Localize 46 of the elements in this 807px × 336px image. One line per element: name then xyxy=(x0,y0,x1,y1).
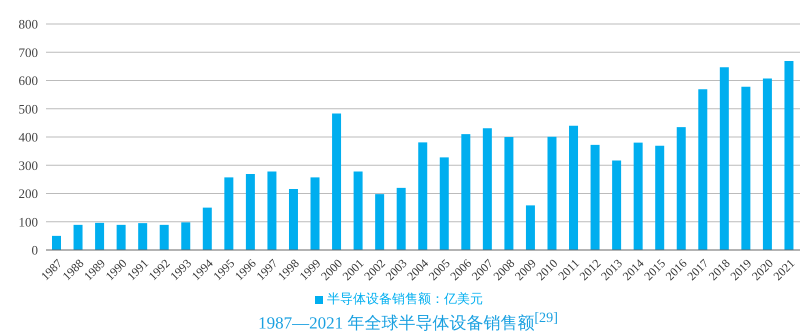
bar xyxy=(526,205,535,250)
bar xyxy=(676,127,686,250)
y-tick-label: 300 xyxy=(18,158,38,173)
bar xyxy=(698,89,708,250)
y-tick-label: 200 xyxy=(18,186,38,202)
bar xyxy=(246,174,255,250)
bar xyxy=(655,146,664,250)
y-tick-label: 0 xyxy=(32,242,38,258)
bar xyxy=(762,78,772,250)
bar xyxy=(547,136,556,250)
bar xyxy=(720,67,729,250)
bar xyxy=(267,171,276,250)
bar xyxy=(224,177,234,250)
bar xyxy=(160,224,169,250)
y-tick-label: 600 xyxy=(18,73,38,88)
bar xyxy=(116,224,126,250)
bar xyxy=(181,222,190,250)
text: 1987—2021 年全球半导体设备销售额$^{[29]}$ xyxy=(257,310,559,335)
bar xyxy=(741,86,750,250)
bar xyxy=(288,188,298,250)
bar xyxy=(52,236,61,250)
bar xyxy=(440,157,449,250)
bar xyxy=(396,188,406,250)
bar xyxy=(310,177,320,250)
bar xyxy=(590,144,600,250)
bar xyxy=(569,126,578,250)
bar xyxy=(612,160,622,250)
bar xyxy=(504,137,514,250)
bar xyxy=(375,194,384,250)
bar xyxy=(634,142,643,250)
bar xyxy=(138,223,148,250)
bar xyxy=(202,208,212,250)
bar xyxy=(784,61,794,250)
bar xyxy=(95,222,104,250)
legend-label: 半导体设备销售额：亿美元 xyxy=(327,291,483,306)
bar xyxy=(332,114,342,250)
bar xyxy=(482,128,492,250)
bar xyxy=(74,224,83,250)
y-tick-label: 500 xyxy=(18,101,38,116)
y-tick-label: 100 xyxy=(18,214,38,230)
bar xyxy=(354,171,363,250)
y-tick-label: 800 xyxy=(18,16,38,32)
y-tick-label: 700 xyxy=(18,44,38,60)
bar xyxy=(461,134,470,250)
bar xyxy=(418,142,428,250)
y-tick-label: 400 xyxy=(18,130,38,145)
